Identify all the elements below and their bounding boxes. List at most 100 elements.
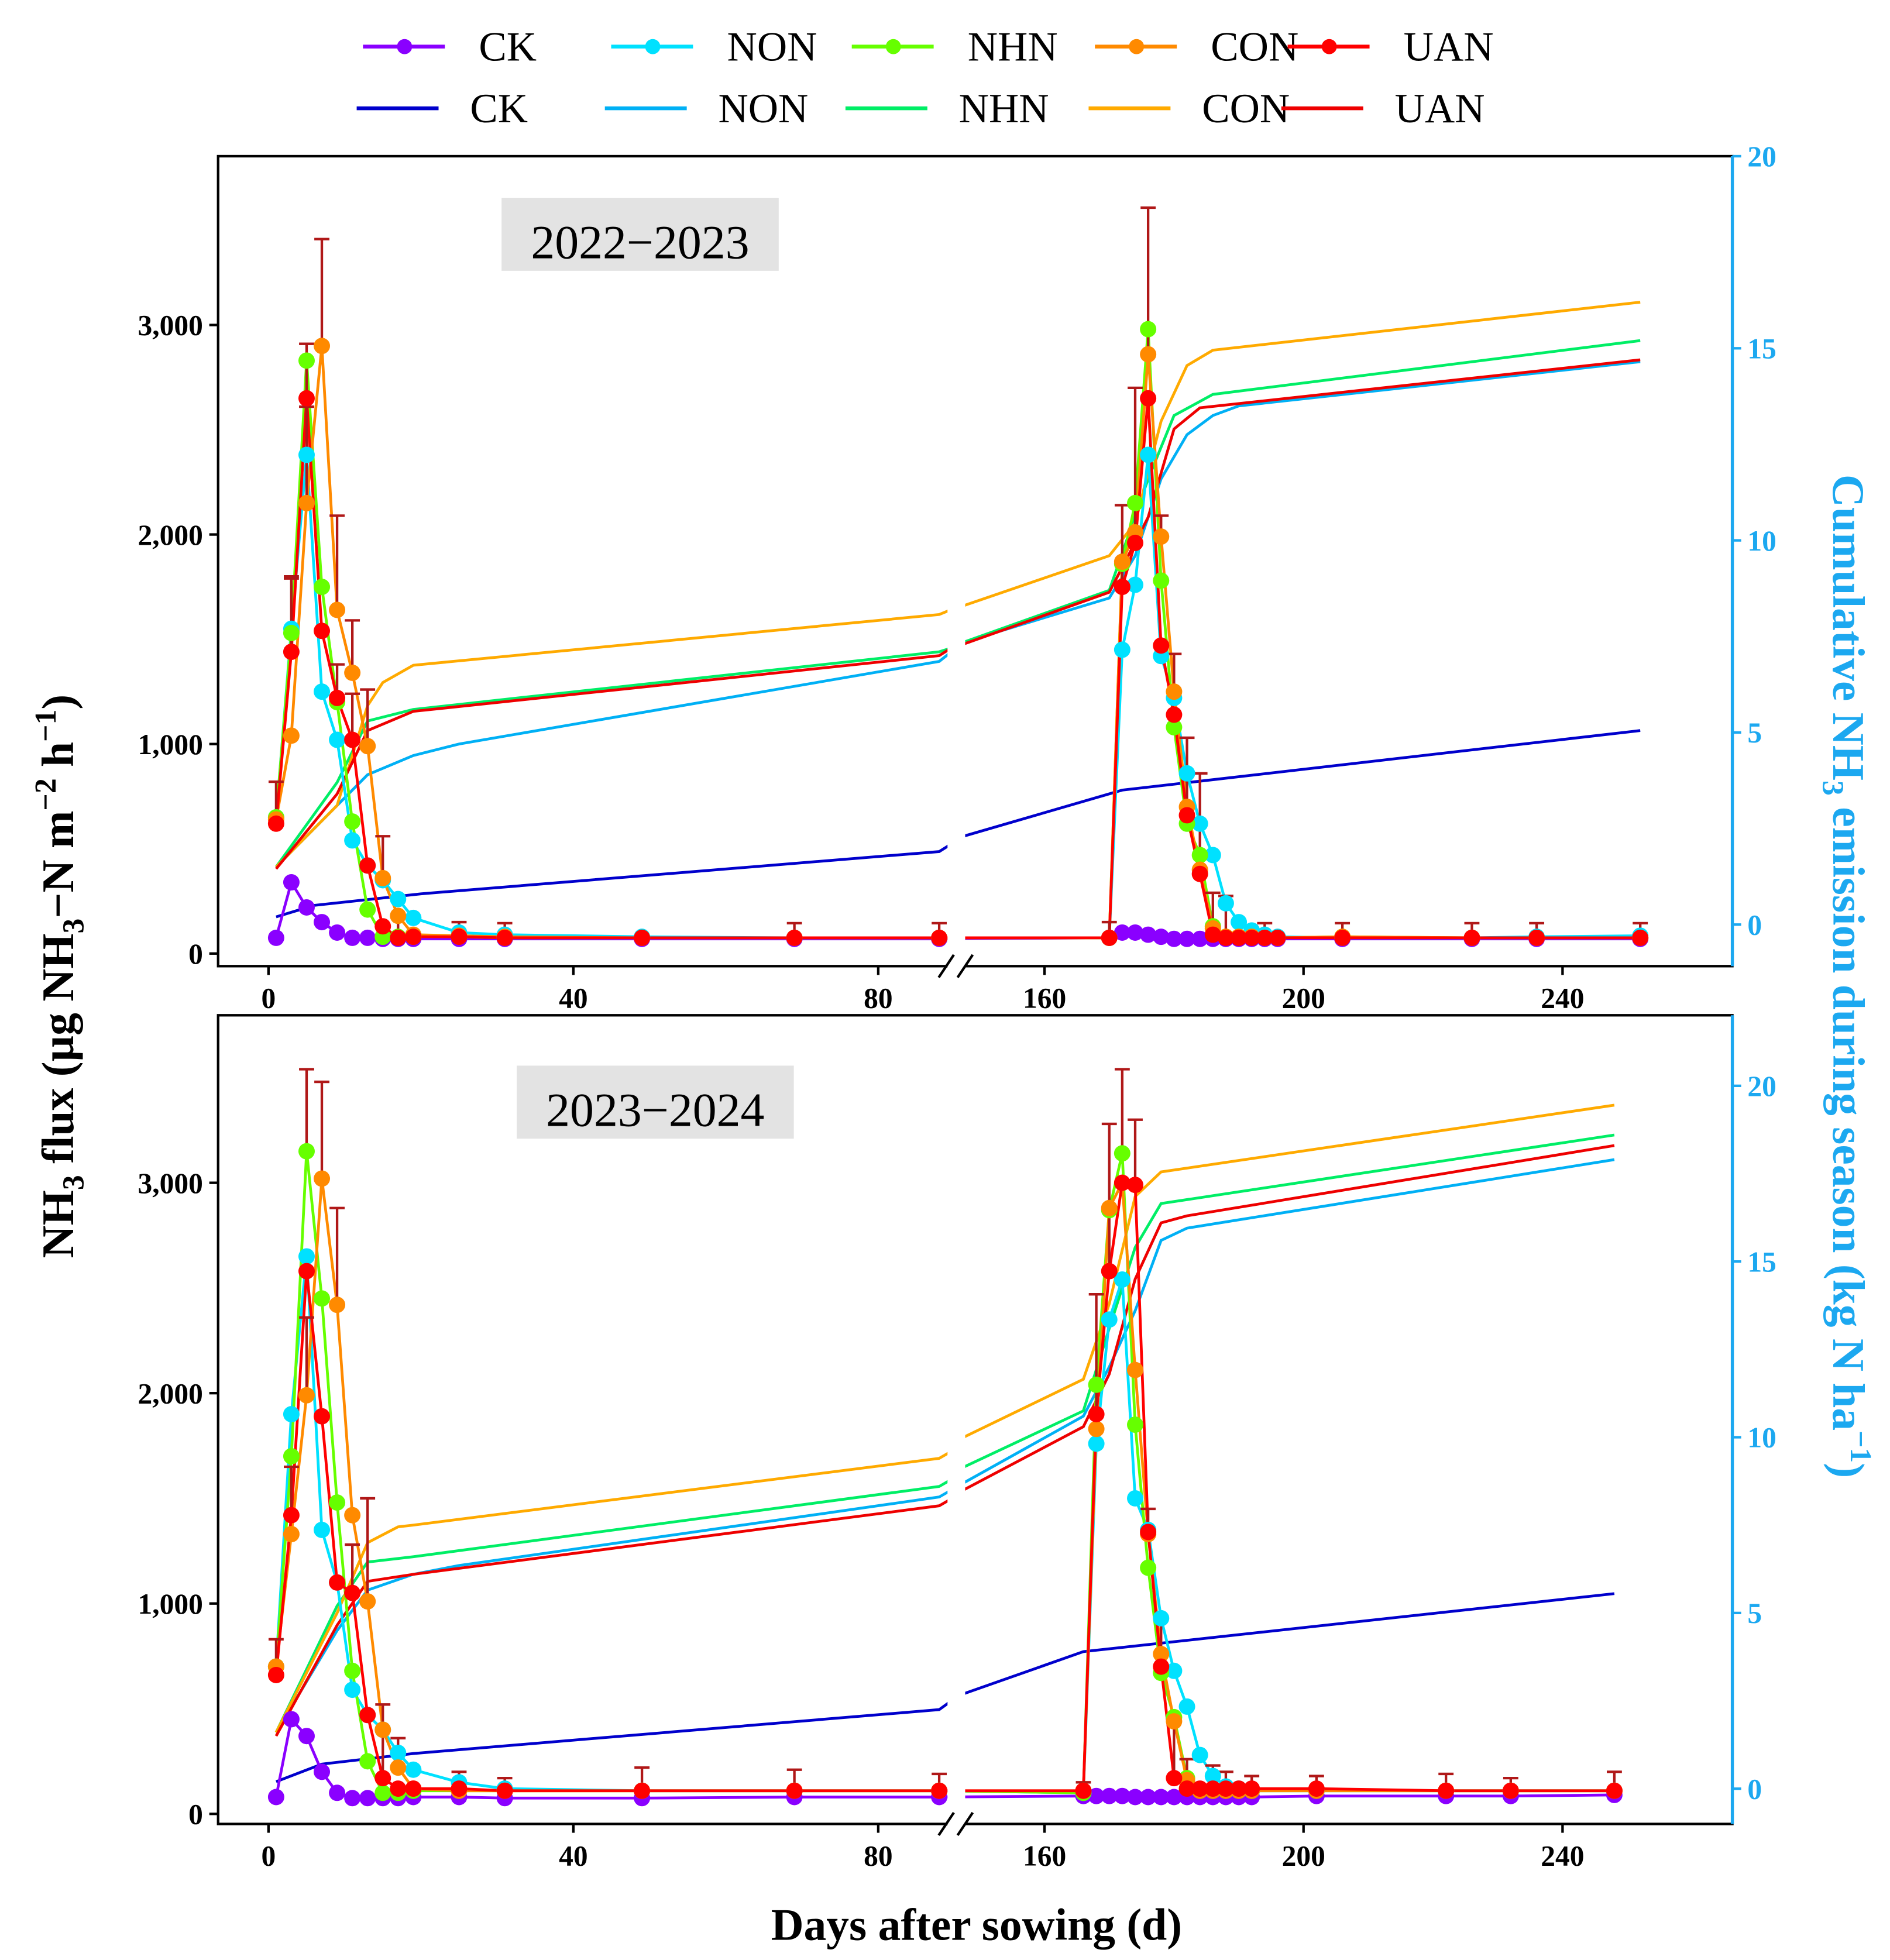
- flux-point-uan: [786, 929, 803, 946]
- y-right-tick-label: 20: [1747, 140, 1776, 173]
- flux-point-uan: [1178, 1780, 1195, 1797]
- flux-point-non: [1178, 765, 1195, 782]
- axis-break-cut: [947, 1820, 965, 1828]
- y-left-tick-label: 1,000: [138, 728, 203, 761]
- flux-point-ck: [1191, 930, 1208, 947]
- y-axis-left-label: NH3 flux (µg NH3−N m−2 h−1): [29, 694, 90, 1258]
- flux-point-ck: [359, 1790, 376, 1807]
- flux-point-nhn: [314, 579, 331, 596]
- error-bar-uan: [375, 1703, 391, 1779]
- flux-point-non: [1191, 1746, 1208, 1763]
- flux-point-nhn: [1140, 1559, 1157, 1576]
- x-tick-label: 40: [559, 1840, 588, 1872]
- flux-point-con: [344, 664, 361, 681]
- flux-point-uan: [298, 1263, 315, 1280]
- y-left-part: h: [33, 742, 83, 778]
- flux-point-non: [1166, 1662, 1183, 1679]
- flux-point-con: [1166, 683, 1183, 700]
- flux-point-con: [298, 494, 315, 511]
- cumulative-line-con: [274, 1103, 1615, 1734]
- legend-flux-marker-non: [645, 39, 661, 54]
- flux-point-nhn: [359, 1753, 376, 1770]
- flux-point-non: [1127, 576, 1144, 593]
- flux-point-ck: [1114, 1787, 1130, 1804]
- flux-point-uan: [1204, 926, 1221, 943]
- y-right-sup: −1: [1844, 1431, 1877, 1463]
- x-tick-label: 160: [1023, 982, 1066, 1014]
- flux-point-uan: [634, 1782, 651, 1799]
- flux-point-uan: [1140, 1524, 1157, 1541]
- flux-point-con: [1153, 528, 1170, 545]
- flux-point-uan: [1101, 1263, 1118, 1280]
- flux-point-non: [1114, 641, 1130, 658]
- legend-cumulative-label: CON: [1202, 86, 1290, 132]
- flux-point-con: [314, 1170, 331, 1187]
- x-tick-label: 0: [261, 982, 276, 1014]
- flux-point-uan: [1178, 807, 1195, 824]
- flux-point-uan: [359, 857, 376, 874]
- flux-point-nhn: [329, 1494, 346, 1511]
- x-tick-label: 0: [261, 1840, 276, 1872]
- y-left-tick-label: 1,000: [138, 1588, 203, 1620]
- legend-cumulative-label: UAN: [1395, 86, 1485, 132]
- y-left-sub: 3: [57, 919, 90, 934]
- flux-point-non: [1204, 1768, 1221, 1784]
- flux-point-uan: [931, 929, 948, 946]
- flux-point-uan: [1114, 579, 1130, 596]
- flux-point-non: [314, 683, 331, 700]
- flux-point-ck: [359, 929, 376, 946]
- flux-point-ck: [329, 924, 346, 941]
- flux-point-con: [329, 1297, 346, 1313]
- flux-point-non: [390, 890, 407, 907]
- error-bar-con: [314, 1080, 329, 1179]
- flux-point-ck: [1178, 930, 1195, 947]
- y-left-sub: 3: [57, 1175, 90, 1190]
- flux-point-ck: [267, 929, 284, 946]
- flux-point-ck: [1088, 1787, 1105, 1804]
- error-bar-nhn: [1114, 1068, 1130, 1154]
- axis-break-gap: [947, 157, 965, 965]
- flux-point-uan: [1217, 929, 1234, 946]
- x-tick-label: 80: [864, 982, 892, 1014]
- y-right-part: Cumulative NH: [1823, 474, 1874, 780]
- flux-point-ck: [1127, 1789, 1144, 1806]
- cumulative-line-ck: [276, 729, 1641, 919]
- flux-point-non: [298, 446, 315, 463]
- flux-point-uan: [405, 929, 422, 945]
- flux-point-con: [344, 1507, 361, 1524]
- flux-point-non: [1088, 1435, 1105, 1452]
- x-tick-label: 200: [1282, 1840, 1325, 1872]
- flux-point-non: [344, 832, 361, 849]
- flux-point-ck: [1140, 926, 1157, 943]
- flux-point-ck: [283, 1711, 300, 1728]
- flux-point-uan: [1308, 1780, 1325, 1797]
- flux-point-uan: [298, 390, 315, 407]
- y-right-tick-label: 20: [1747, 1070, 1776, 1102]
- flux-point-uan: [344, 731, 361, 748]
- cumulative-line-uan: [274, 1144, 1615, 1737]
- error-bar-con: [329, 514, 345, 610]
- flux-point-uan: [1217, 1780, 1234, 1797]
- error-bar-uan: [1128, 1118, 1143, 1185]
- flux-point-uan: [1269, 929, 1286, 946]
- flux-point-ck: [1153, 1789, 1170, 1806]
- error-bar-nhn: [299, 1068, 314, 1151]
- flux-point-uan: [329, 689, 346, 706]
- flux-point-uan: [267, 815, 284, 832]
- legend-flux-marker-nhn: [885, 39, 901, 54]
- flux-point-ck: [314, 1763, 331, 1780]
- flux-point-con: [1101, 1199, 1118, 1216]
- flux-point-uan: [634, 929, 651, 946]
- flux-point-non: [390, 1744, 407, 1761]
- flux-point-con: [374, 1721, 391, 1738]
- flux-point-uan: [1632, 929, 1649, 946]
- axis-break-gap: [947, 1016, 965, 1823]
- flux-point-uan: [267, 1666, 284, 1683]
- flux-point-ck: [1140, 1789, 1157, 1806]
- flux-point-non: [1140, 446, 1157, 463]
- flux-point-uan: [1502, 1782, 1519, 1799]
- flux-point-ck: [1101, 1787, 1118, 1804]
- flux-point-ck: [1153, 929, 1170, 945]
